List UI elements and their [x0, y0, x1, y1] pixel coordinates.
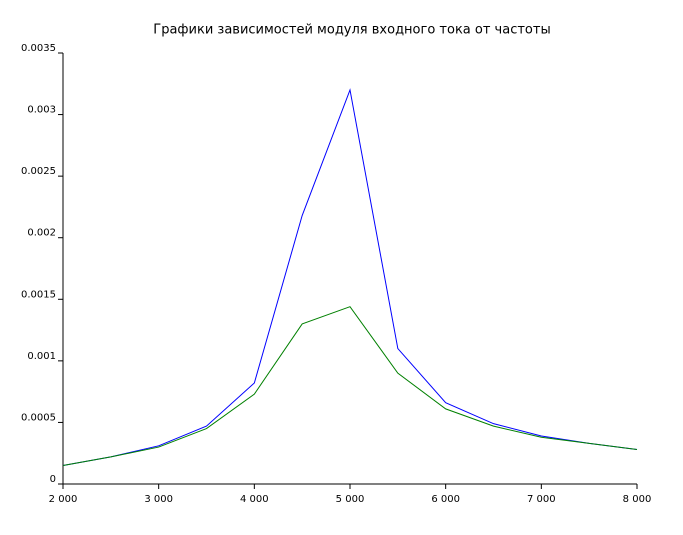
y-tick-label: 0.0035 [21, 43, 56, 54]
x-tick-label: 3 000 [144, 494, 173, 505]
x-tick-label: 7 000 [527, 494, 556, 505]
x-tick-label: 4 000 [240, 494, 269, 505]
y-tick-label: 0.001 [27, 351, 56, 362]
y-tick-label: 0 [50, 474, 56, 485]
series-line [62, 306, 638, 467]
x-tick-label: 5 000 [336, 494, 365, 505]
y-tick-label: 0.0005 [21, 412, 56, 423]
x-tick-label: 8 000 [623, 494, 652, 505]
x-tick-label: 2 000 [49, 494, 78, 505]
y-tick-label: 0.003 [27, 105, 56, 116]
y-tick-label: 0.0015 [21, 289, 56, 300]
series-line [62, 88, 638, 467]
y-tick-label: 0.002 [27, 228, 56, 239]
x-tick-label: 6 000 [431, 494, 460, 505]
y-tick-label: 0.0025 [21, 166, 56, 177]
chart-title: Графики зависимостей модуля входного ток… [153, 23, 550, 38]
